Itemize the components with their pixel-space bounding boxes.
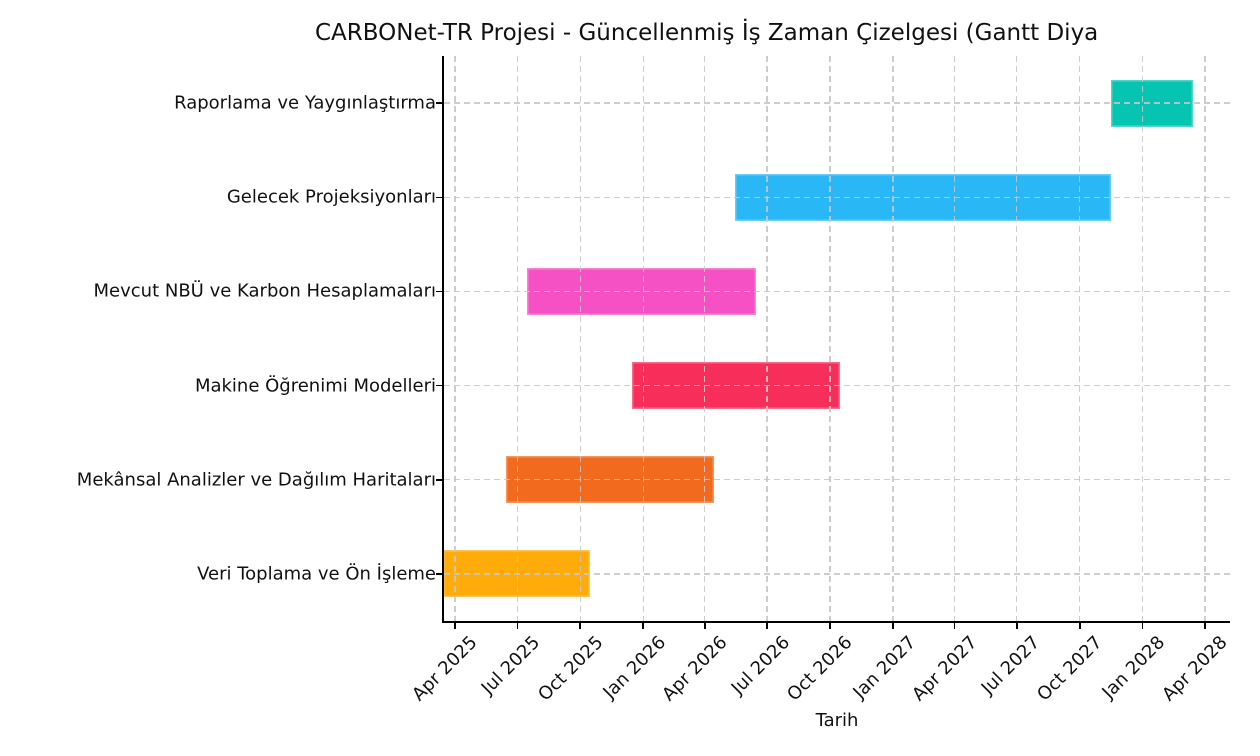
gridline-vertical	[1204, 56, 1206, 621]
y-tickmark	[436, 479, 442, 481]
gridline-vertical	[1016, 56, 1018, 621]
x-tick-label: Apr 2028	[1158, 632, 1232, 706]
gantt-bar	[734, 173, 1111, 221]
x-tickmark	[1016, 622, 1018, 629]
gridline-vertical	[642, 56, 644, 621]
x-axis-spine	[442, 621, 1230, 623]
y-axis-label: Gelecek Projeksiyonları	[226, 186, 436, 208]
y-axis-label: Veri Toplama ve Ön İşleme	[197, 563, 436, 585]
x-tickmark	[704, 622, 706, 629]
x-tickmark	[642, 622, 644, 629]
x-tickmark	[454, 622, 456, 629]
gantt-bar	[506, 456, 715, 504]
x-tick-label: Apr 2026	[658, 632, 732, 706]
y-axis-label: Mevcut NBÜ ve Karbon Hesaplamaları	[93, 280, 436, 302]
x-tick-label: Apr 2027	[908, 632, 982, 706]
gantt-bar	[631, 362, 840, 410]
gantt-bar	[1110, 79, 1194, 127]
x-tickmark	[579, 622, 581, 629]
gridline-vertical	[516, 56, 518, 621]
y-tickmark	[436, 196, 442, 198]
gridline-vertical	[953, 56, 956, 621]
gridline-vertical	[1079, 56, 1081, 621]
y-axis-spine	[442, 56, 444, 623]
chart-title: CARBONet-TR Projesi - Güncellenmiş İş Za…	[315, 20, 1099, 46]
x-tickmark	[516, 622, 519, 629]
y-axis-label: Raporlama ve Yaygınlaştırma	[174, 92, 436, 114]
x-tickmark	[1204, 622, 1206, 629]
gridline-vertical	[454, 56, 456, 621]
x-tickmark	[953, 622, 956, 629]
y-tickmark	[436, 573, 442, 575]
x-tickmark	[766, 622, 768, 629]
gridline-vertical	[892, 56, 894, 621]
x-axis-title: Tarih	[815, 710, 859, 731]
y-tickmark	[436, 290, 442, 293]
gridline-vertical	[766, 56, 768, 621]
gridline-vertical	[579, 56, 581, 621]
gridline-vertical	[704, 56, 706, 621]
x-tick-label: Jan 2028	[1098, 632, 1170, 703]
x-tick-label: Oct 2026	[783, 632, 857, 706]
x-tick-label: Apr 2025	[408, 632, 482, 706]
x-tickmark	[892, 622, 894, 629]
gridline-vertical	[1142, 56, 1144, 621]
x-tickmark	[1141, 622, 1144, 629]
y-axis-label: Makine Öğrenimi Modelleri	[194, 375, 436, 397]
x-tickmark	[1079, 622, 1081, 629]
x-tickmark	[829, 622, 831, 629]
y-tickmark	[436, 102, 442, 104]
y-axis-label: Mekânsal Analizler ve Dağılım Haritaları	[76, 469, 436, 491]
gantt-bar	[526, 267, 757, 315]
x-tick-label: Oct 2025	[533, 632, 608, 706]
gantt-bar	[443, 550, 590, 598]
x-tick-label: Oct 2027	[1033, 632, 1107, 706]
y-tickmark	[436, 384, 442, 387]
gridline-vertical	[829, 56, 831, 621]
